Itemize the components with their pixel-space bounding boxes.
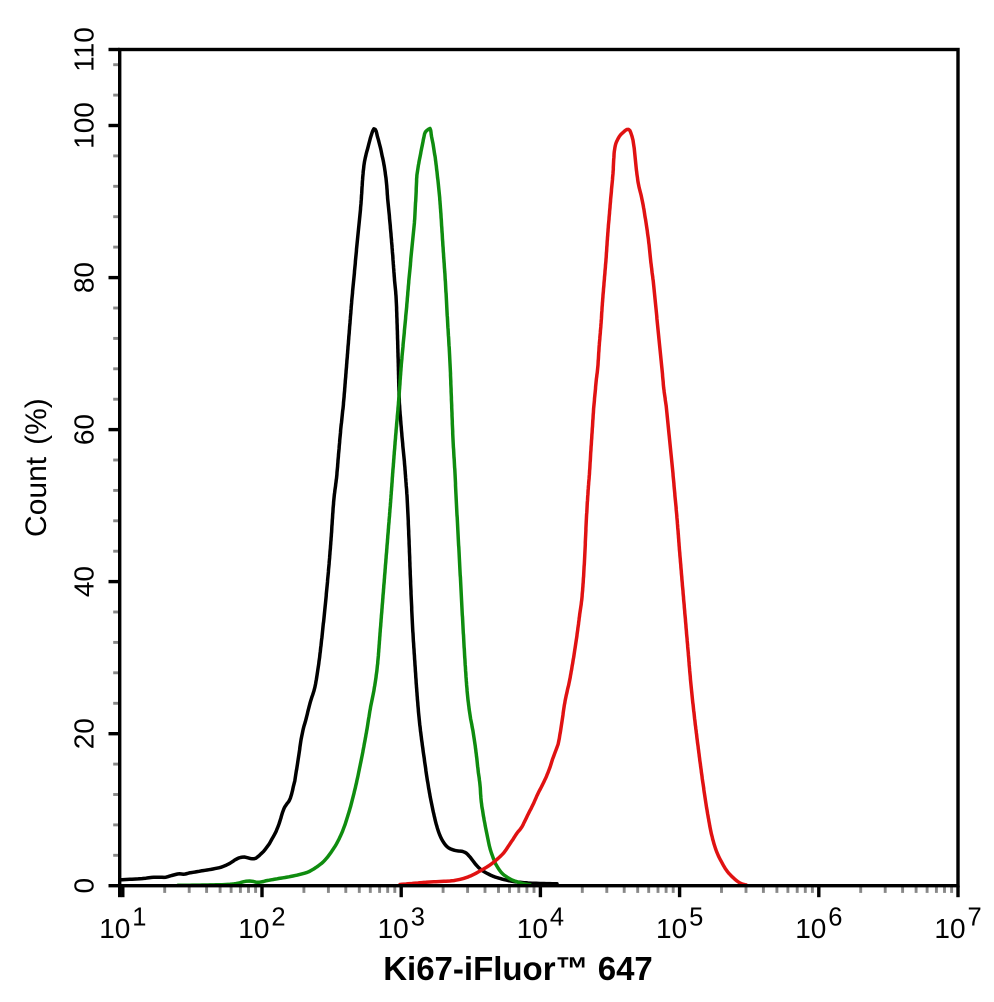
svg-text:10: 10 <box>99 913 130 944</box>
svg-text:80: 80 <box>69 262 100 293</box>
svg-text:10: 10 <box>934 913 965 944</box>
svg-text:10: 10 <box>656 913 687 944</box>
svg-text:110: 110 <box>69 27 100 72</box>
svg-text:3: 3 <box>411 904 425 932</box>
svg-text:5: 5 <box>689 904 703 932</box>
svg-text:4: 4 <box>550 904 564 932</box>
svg-text:6: 6 <box>828 904 842 932</box>
svg-text:Ki67-iFluor™ 647: Ki67-iFluor™ 647 <box>383 950 653 987</box>
svg-text:0: 0 <box>69 878 100 894</box>
svg-text:100: 100 <box>69 102 100 149</box>
svg-text:Count(%): Count(%) <box>20 398 53 537</box>
svg-text:2: 2 <box>271 904 285 932</box>
svg-text:10: 10 <box>795 913 826 944</box>
svg-text:60: 60 <box>69 414 100 445</box>
svg-text:1: 1 <box>132 904 146 932</box>
svg-text:20: 20 <box>69 718 100 749</box>
svg-text:10: 10 <box>238 913 269 944</box>
svg-text:10: 10 <box>517 913 548 944</box>
svg-text:7: 7 <box>968 904 982 932</box>
svg-text:40: 40 <box>69 566 100 597</box>
svg-text:10: 10 <box>378 913 409 944</box>
